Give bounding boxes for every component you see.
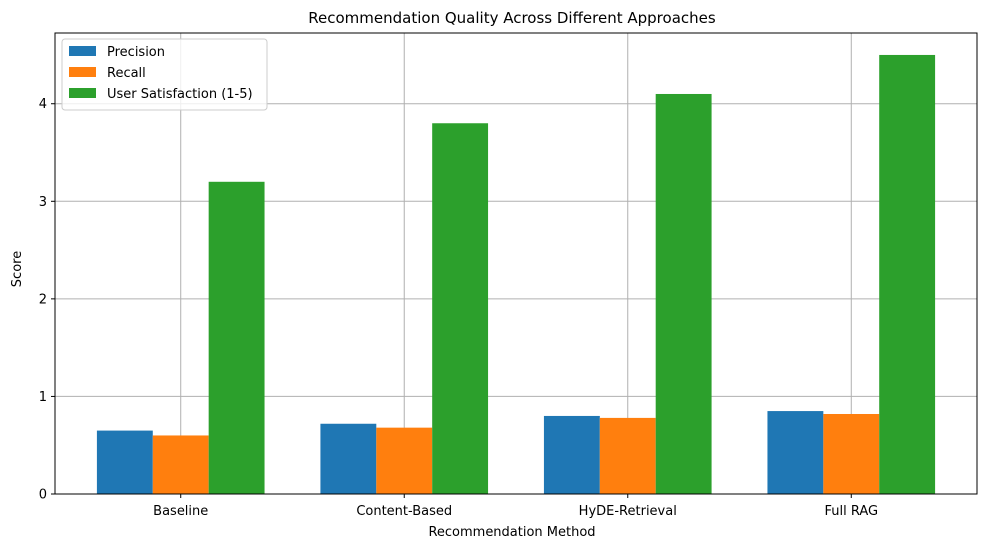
x-tick-label: Content-Based — [356, 504, 452, 519]
bar-precision-full-rag — [767, 411, 824, 494]
chart-title: Recommendation Quality Across Different … — [308, 9, 716, 27]
legend-label: Precision — [107, 45, 165, 60]
legend: Precision Recall User Satisfaction (1-5) — [61, 38, 268, 111]
bar-recall-content-based — [376, 427, 433, 494]
legend-label: Recall — [107, 66, 146, 81]
bar-user-satisfaction-1-5-baseline — [208, 181, 265, 494]
bar-precision-baseline — [96, 430, 153, 494]
x-axis-ticks: Baseline Content-Based HyDE-Retrieval Full … — [153, 494, 878, 519]
legend-swatch — [69, 46, 96, 56]
legend-box — [61, 38, 268, 111]
y-axis-label: Score — [10, 251, 25, 287]
legend-swatch — [69, 67, 96, 77]
bar-recall-baseline — [152, 435, 209, 494]
bar-recall-hyde-retrieval — [599, 417, 656, 494]
y-axis-ticks: 0 1 2 3 4 — [39, 97, 55, 503]
x-tick-label: Baseline — [153, 504, 208, 519]
x-tick-label: HyDE-Retrieval — [579, 504, 677, 519]
bar-precision-hyde-retrieval — [543, 415, 600, 494]
legend-swatch — [69, 88, 96, 98]
bar-user-satisfaction-1-5-content-based — [432, 123, 489, 494]
y-tick-label: 3 — [39, 195, 47, 210]
bars — [96, 54, 936, 495]
y-tick-label: 1 — [39, 390, 47, 405]
y-tick-label: 0 — [39, 488, 47, 503]
x-tick-label: Full RAG — [824, 504, 878, 519]
legend-label: User Satisfaction (1-5) — [107, 87, 253, 102]
bar-user-satisfaction-1-5-full-rag — [879, 54, 936, 494]
plot-area-frame — [54, 32, 978, 495]
x-axis-label: Recommendation Method — [428, 525, 595, 540]
bar-precision-content-based — [320, 423, 377, 494]
bar-recall-full-rag — [823, 413, 880, 494]
y-tick-label: 2 — [39, 292, 47, 307]
bar-user-satisfaction-1-5-hyde-retrieval — [655, 93, 712, 495]
y-tick-label: 4 — [39, 97, 47, 112]
